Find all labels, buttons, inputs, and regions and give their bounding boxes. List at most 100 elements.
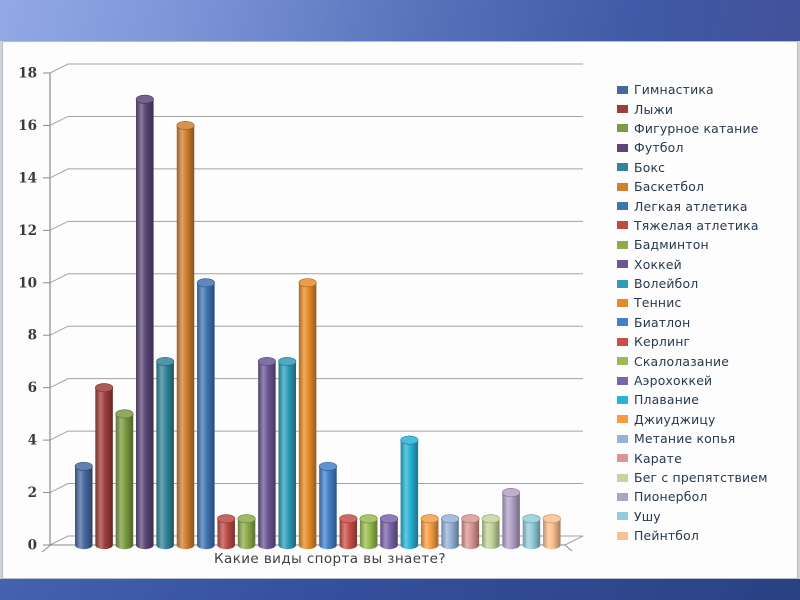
legend-swatch-icon [617,454,628,463]
legend-swatch-icon [617,318,628,327]
legend-label: Гимнастика [634,82,714,98]
bar-Бег с препятствием [481,514,500,550]
legend-label: Теннис [634,295,682,311]
legend-swatch-icon [617,182,628,191]
y-tick-label: 12 [18,223,37,239]
legend-swatch-icon [617,298,628,307]
bar-Теннис [298,278,317,550]
legend-label: Скалолазание [634,353,730,369]
legend-item: Керлинг [617,332,768,351]
bar-Лыжи [95,383,114,550]
legend-swatch-icon [617,124,628,133]
legend-label: Футбол [634,140,684,156]
legend-label: Пейнтбол [634,528,700,544]
legend-item: Фигурное катание [617,119,768,138]
legend-swatch-icon [617,143,628,152]
legend-label: Керлинг [634,334,691,350]
y-tick-label: 18 [18,66,37,82]
bar-Пионербол [502,488,521,550]
bar-Пейнтбол [542,514,561,550]
legend-item: Легкая атлетика [617,196,768,215]
legend-swatch-icon [617,395,628,404]
legend-swatch-icon [617,240,628,249]
legend-swatch-icon [617,260,628,269]
legend-label: Лыжи [634,101,674,117]
legend-label: Ушу [634,508,661,524]
legend-swatch-icon [617,376,628,385]
legend-item: Баскетбол [617,177,768,196]
bar-Фигурное катание [115,409,134,550]
bar-Бадминтон [237,514,256,550]
y-tick-label: 16 [18,118,37,134]
top-banner [0,0,800,41]
legend-label: Фигурное катание [634,120,759,136]
legend-swatch-icon [617,512,628,521]
y-tick-label: 10 [18,275,37,291]
legend-swatch-icon [617,221,628,230]
legend-label: Волейбол [634,276,699,292]
legend-swatch-icon [617,279,628,288]
legend-swatch-icon [617,473,628,482]
legend-item: Метание копья [617,429,768,448]
legend-item: Плавание [617,390,768,409]
bar-Метание копья [440,514,460,550]
legend-item: Гимнастика [617,80,768,99]
legend-item: Хоккей [617,255,768,274]
y-tick-label: 4 [28,433,37,449]
legend-swatch-icon [617,85,628,94]
chart-legend: Гимнастика Лыжи Фигурное катание Футбол Бокс… [617,80,768,545]
legend-item: Джиуджицу [617,410,768,429]
legend-item: Аэрохоккей [617,371,768,390]
legend-label: Хоккей [634,256,682,272]
legend-item: Бадминтон [617,235,768,254]
legend-label: Аэрохоккей [634,373,713,389]
legend-label: Бег с препятствием [634,470,768,485]
legend-swatch-icon [617,357,628,366]
legend-swatch-icon [617,163,628,172]
legend-item: Теннис [617,293,768,312]
bar-Легкая атлетика [196,278,215,550]
legend-item: Скалолазание [617,351,768,370]
legend-item: Волейбол [617,274,768,293]
legend-label: Бокс [634,159,666,175]
legend-label: Метание копья [634,431,736,447]
bottom-banner [0,579,800,600]
legend-label: Джиуджицу [634,411,716,427]
bar-Футбол [135,94,154,550]
bar-Гимнастика [74,461,93,550]
y-tick-label: 14 [18,170,37,186]
legend-swatch-icon [617,434,628,443]
legend-item: Пейнтбол [617,526,768,545]
bar-Джиуджицу [420,514,439,550]
bar-Баскетбол [176,120,195,550]
legend-item: Ушу [617,507,768,526]
bar-Керлинг [339,514,358,550]
legend-swatch-icon [617,531,628,540]
legend-swatch-icon [617,415,628,424]
legend-item: Лыжи [617,99,768,118]
x-axis-title: Какие виды спорта вы знаете? [214,551,446,567]
legend-item: Футбол [617,138,768,157]
y-tick-label: 6 [28,380,37,396]
bar-Хоккей [257,356,276,550]
bar-Карате [461,514,480,550]
legend-label: Карате [634,450,682,466]
legend-label: Легкая атлетика [634,198,748,214]
bar-Скалолазание [359,514,378,550]
legend-item: Пионербол [617,487,768,506]
y-tick-label: 0 [28,538,37,554]
bar-Тяжелая атлетика [217,514,236,550]
bar-Бокс [156,356,175,550]
legend-label: Баскетбол [634,179,705,195]
legend-label: Пионербол [634,489,708,505]
legend-label: Бадминтон [634,237,709,253]
bar-Биатлон [318,461,338,550]
legend-swatch-icon [617,202,628,211]
legend-item: Карате [617,448,768,467]
bar-Ушу [522,514,541,550]
y-tick-label: 2 [28,485,37,501]
legend-label: Тяжелая атлетика [634,217,759,233]
chart-panel [2,41,798,579]
